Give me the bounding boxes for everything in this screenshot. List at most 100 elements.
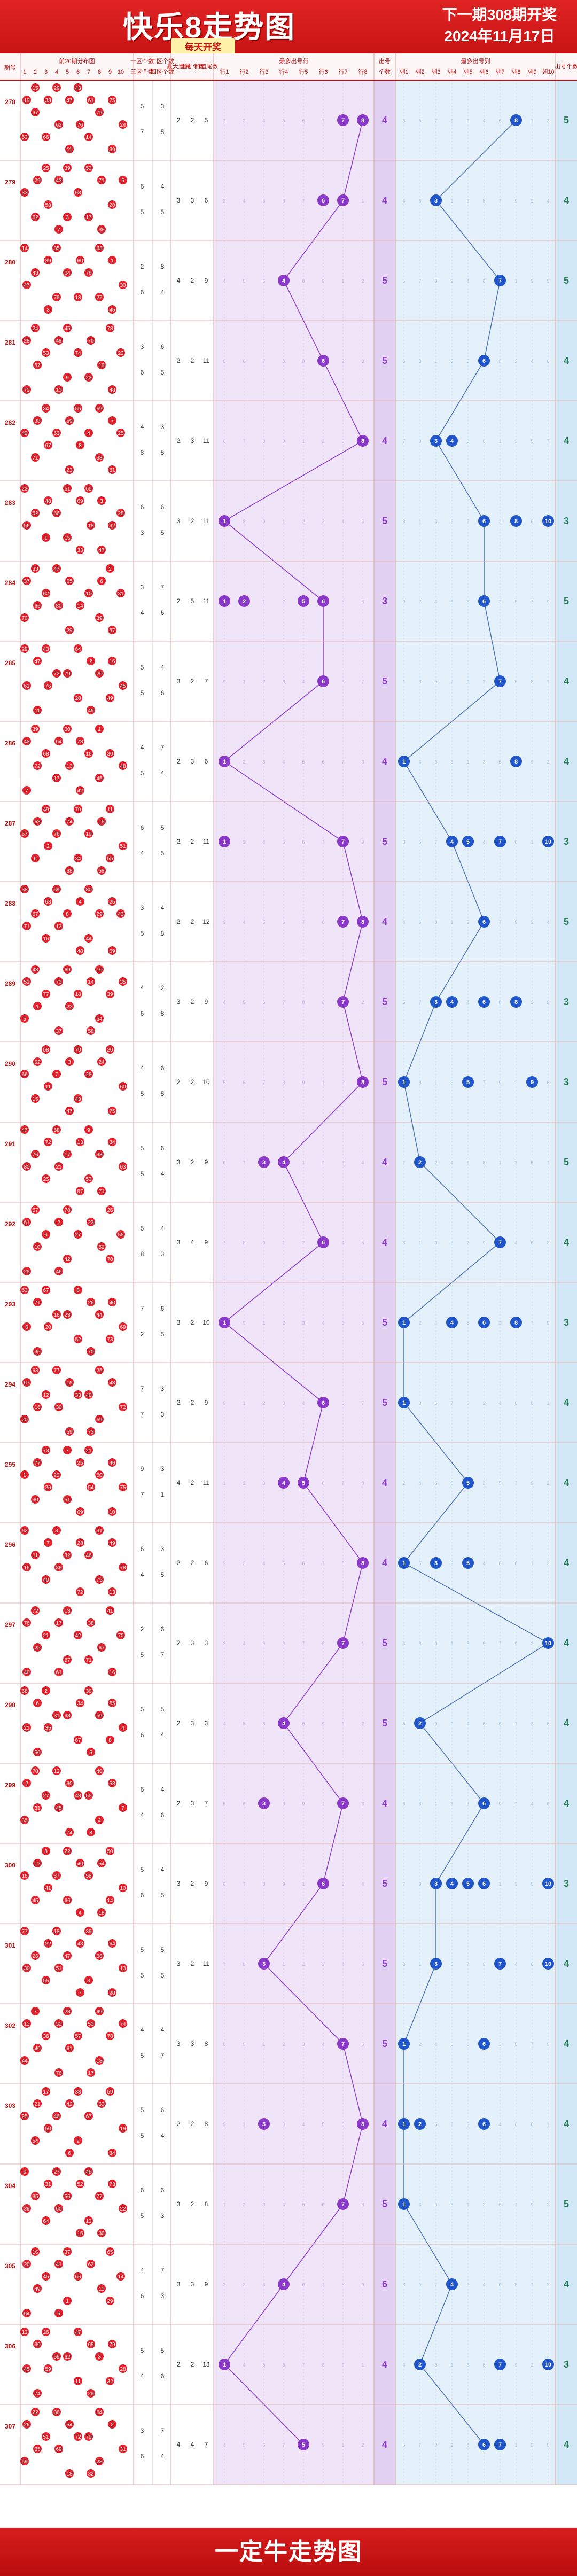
dist-ball-label: 2 — [44, 1688, 48, 1694]
dist-ball-label: 70 — [75, 807, 81, 813]
zone4-count: 5 — [161, 1571, 165, 1578]
dist-ball — [63, 1255, 72, 1263]
dist-ball — [63, 669, 72, 678]
dist-ball-label: 62 — [24, 683, 30, 689]
hot-ball — [298, 595, 309, 607]
dist-ball — [31, 1094, 40, 1103]
hot-ball-label: 6 — [322, 358, 325, 364]
hot-gap: 7 — [262, 359, 265, 364]
dist-ball-label: 76 — [24, 1621, 30, 1626]
dist-ball — [33, 761, 42, 770]
hot-count: 3 — [382, 596, 387, 606]
stat-value: 3 — [177, 2281, 181, 2288]
dist-ball — [119, 1483, 127, 1491]
zone1-count: 5 — [141, 2106, 144, 2114]
dist-ball-label: 72 — [34, 764, 41, 769]
dist-ball-label: 21 — [56, 1164, 62, 1170]
cold-gap: 9 — [514, 920, 517, 925]
zone2-count: 5 — [161, 824, 165, 831]
dist-ball — [97, 2284, 106, 2293]
dist-ball — [20, 2457, 29, 2465]
cold-count: 5 — [564, 1157, 569, 1168]
cold-ball-label: 2 — [418, 1159, 422, 1166]
zone3-count: 5 — [141, 1170, 144, 1178]
hot-gap: 3 — [361, 1801, 364, 1807]
hot-gap: 3 — [302, 2042, 305, 2047]
dist-ball — [20, 2112, 29, 2120]
dist-ball-label: 78 — [107, 2034, 113, 2040]
cold-ball-label: 3 — [434, 1560, 438, 1567]
dist-ball-label: 77 — [96, 2194, 103, 2200]
dist-ball — [33, 176, 42, 184]
dist-ball — [74, 404, 82, 413]
dist-ball-label: 42 — [66, 2102, 73, 2107]
dist-ball-label: 77 — [21, 1929, 28, 1935]
dist-ball-label: 73 — [56, 979, 62, 985]
dist-ball-label: 2 — [108, 566, 112, 572]
dist-ball-label: 1 — [66, 2299, 69, 2305]
dist-ball-label: 18 — [53, 1929, 60, 1935]
stat-value: 11 — [203, 517, 210, 525]
cold-ball-label: 6 — [482, 1801, 486, 1807]
dist-ball — [108, 897, 116, 906]
zone4-count: 6 — [161, 2372, 165, 2380]
dist-ball-label: 12 — [53, 1769, 60, 1775]
dist-ball — [84, 1551, 93, 1559]
hot-gap: 9 — [361, 2282, 364, 2287]
dist-ball — [119, 1884, 127, 1892]
dist-ball-label: 46 — [53, 2114, 60, 2120]
dist-ball-label: 47 — [66, 1109, 73, 1115]
zone2-count: 5 — [161, 1946, 165, 1954]
dist-ball — [65, 2420, 74, 2429]
dist-ball — [87, 1828, 95, 1836]
dist-ball — [84, 1174, 93, 1183]
dist-ball-label: 45 — [32, 1898, 38, 1904]
hot-ball-label: 1 — [223, 518, 226, 525]
cold-gap: 1 — [531, 1561, 533, 1566]
zone2-count: 7 — [161, 744, 165, 751]
dist-ball-label: 3 — [66, 215, 69, 221]
dist-ball-label: 18 — [66, 2471, 73, 2477]
issue-number: 282 — [5, 419, 15, 426]
cold-count: 3 — [564, 1077, 569, 1087]
hot-gap: 6 — [341, 1400, 344, 1406]
cold-gap: 1 — [531, 2282, 533, 2287]
dist-ball-label: 62 — [64, 2354, 71, 2360]
dist-ball-label: 2 — [76, 2138, 80, 2144]
dist-ball-label: 78 — [85, 270, 92, 276]
cold-gap: 6 — [482, 278, 485, 284]
dist-ball-label: 15 — [32, 85, 38, 91]
hot-gap: 1 — [282, 519, 285, 524]
stat-value: 3 — [177, 678, 181, 685]
dist-ball — [74, 2328, 82, 2336]
stat-value: 4 — [191, 2441, 194, 2448]
hot-ball — [337, 2198, 349, 2210]
zone2-count: 4 — [161, 2026, 165, 2034]
dist-ball — [31, 1951, 40, 1960]
dist-ball — [106, 324, 114, 332]
issue-number: 298 — [5, 1701, 15, 1709]
dist-ball — [106, 1896, 114, 1904]
zone4-count: 4 — [161, 289, 165, 296]
dist-ball — [20, 1286, 29, 1294]
cold-ball-label: 6 — [482, 2442, 486, 2448]
dist-ball — [20, 1470, 29, 1479]
cold-gap: 8 — [450, 1481, 453, 1486]
stat-value: 5 — [191, 597, 194, 605]
zone3-count: 4 — [141, 1571, 144, 1578]
cold-gap: 6 — [498, 1561, 501, 1566]
dist-ball-label: 35 — [45, 1725, 51, 1731]
dist-ball-label: 32 — [88, 2471, 94, 2477]
dist-ball-label: 74 — [120, 2021, 126, 2027]
dist-ball — [74, 990, 82, 998]
cold-gap: 8 — [466, 1320, 469, 1326]
dist-ball-label: 66 — [75, 2274, 81, 2280]
dist-ball-label: 33 — [45, 98, 51, 104]
dist-ball — [31, 1495, 40, 1504]
dist-ball-label: 48 — [45, 499, 51, 504]
dist-ball — [84, 1927, 93, 1935]
dist-ball — [116, 1230, 125, 1239]
stat-value: 2 — [191, 918, 194, 925]
hot-gap: 4 — [262, 2282, 265, 2287]
hot-gap: 6 — [262, 2442, 265, 2448]
